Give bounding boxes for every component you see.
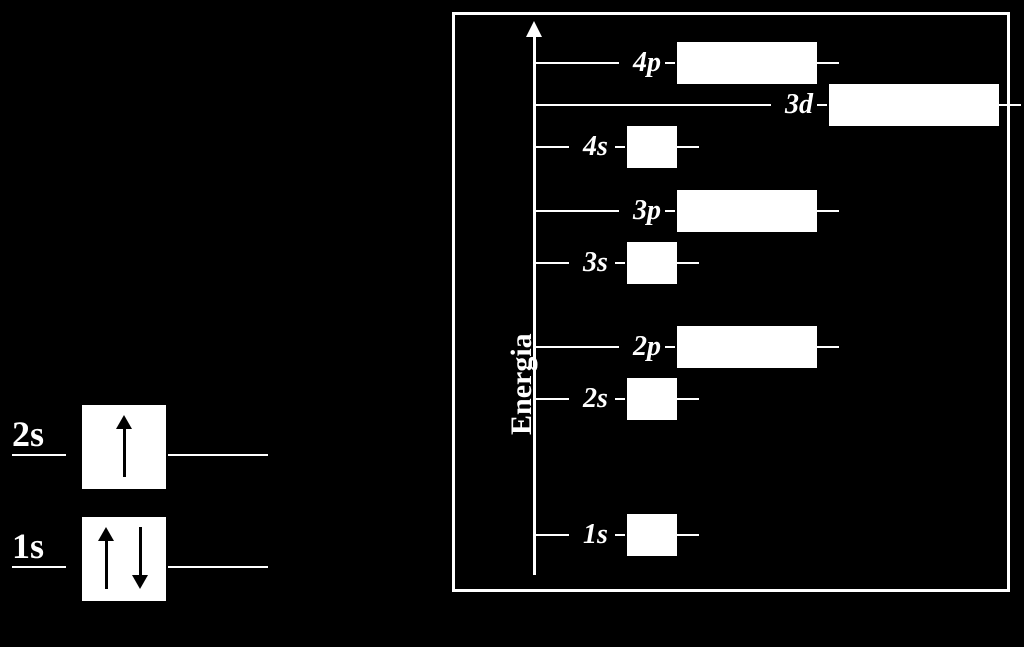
dash-before-box-4p xyxy=(665,62,675,64)
orbital-box-2s xyxy=(627,378,677,420)
orbital-label-1s: 1s xyxy=(583,521,608,549)
dash-after-box-2s xyxy=(677,398,699,400)
dash-after-box-4p xyxy=(817,62,839,64)
dash-after-box-3d xyxy=(999,104,1021,106)
left-underline-2s xyxy=(12,454,66,456)
tick-3p xyxy=(533,210,619,212)
tick-3d xyxy=(533,104,771,106)
tick-2s xyxy=(533,398,569,400)
orbital-label-3s: 3s xyxy=(583,249,608,277)
diagram-canvas: 2s 1s Energia 4p 3d 4s 3p 3s 2p 2s 1s xyxy=(0,0,1024,647)
orbital-label-2p: 2p xyxy=(633,333,661,361)
energy-axis-arrowhead xyxy=(526,21,542,37)
orbital-box-3p xyxy=(677,190,817,232)
left-trail-2s xyxy=(168,454,268,456)
dash-after-box-2p xyxy=(817,346,839,348)
left-label-2s: 2s xyxy=(12,416,44,452)
tick-1s xyxy=(533,534,569,536)
orbital-label-4p: 4p xyxy=(633,49,661,77)
orbital-label-3p: 3p xyxy=(633,197,661,225)
left-underline-1s xyxy=(12,566,66,568)
dash-before-box-3s xyxy=(615,262,625,264)
dash-before-box-4s xyxy=(615,146,625,148)
left-trail-1s xyxy=(168,566,268,568)
dash-after-box-4s xyxy=(677,146,699,148)
dash-before-box-3d xyxy=(817,104,827,106)
energy-axis xyxy=(533,35,536,575)
dash-before-box-2p xyxy=(665,346,675,348)
tick-4p xyxy=(533,62,619,64)
dash-before-box-3p xyxy=(665,210,675,212)
tick-2p xyxy=(533,346,619,348)
tick-4s xyxy=(533,146,569,148)
dash-after-box-1s xyxy=(677,534,699,536)
orbital-box-3s xyxy=(627,242,677,284)
orbital-box-2p xyxy=(677,326,817,368)
orbital-box-4s xyxy=(627,126,677,168)
orbital-label-3d: 3d xyxy=(785,91,813,119)
orbital-box-4p xyxy=(677,42,817,84)
energy-axis-label: Energia xyxy=(505,333,539,435)
orbital-label-2s: 2s xyxy=(583,385,608,413)
dash-before-box-1s xyxy=(615,534,625,536)
orbital-label-4s: 4s xyxy=(583,133,608,161)
orbital-box-3d xyxy=(829,84,999,126)
left-label-1s: 1s xyxy=(12,528,44,564)
dash-before-box-2s xyxy=(615,398,625,400)
left-orbital-box-1s xyxy=(80,515,168,603)
orbital-box-1s xyxy=(627,514,677,556)
tick-3s xyxy=(533,262,569,264)
dash-after-box-3s xyxy=(677,262,699,264)
energy-panel: Energia 4p 3d 4s 3p 3s 2p 2s 1s xyxy=(452,12,1010,592)
dash-after-box-3p xyxy=(817,210,839,212)
